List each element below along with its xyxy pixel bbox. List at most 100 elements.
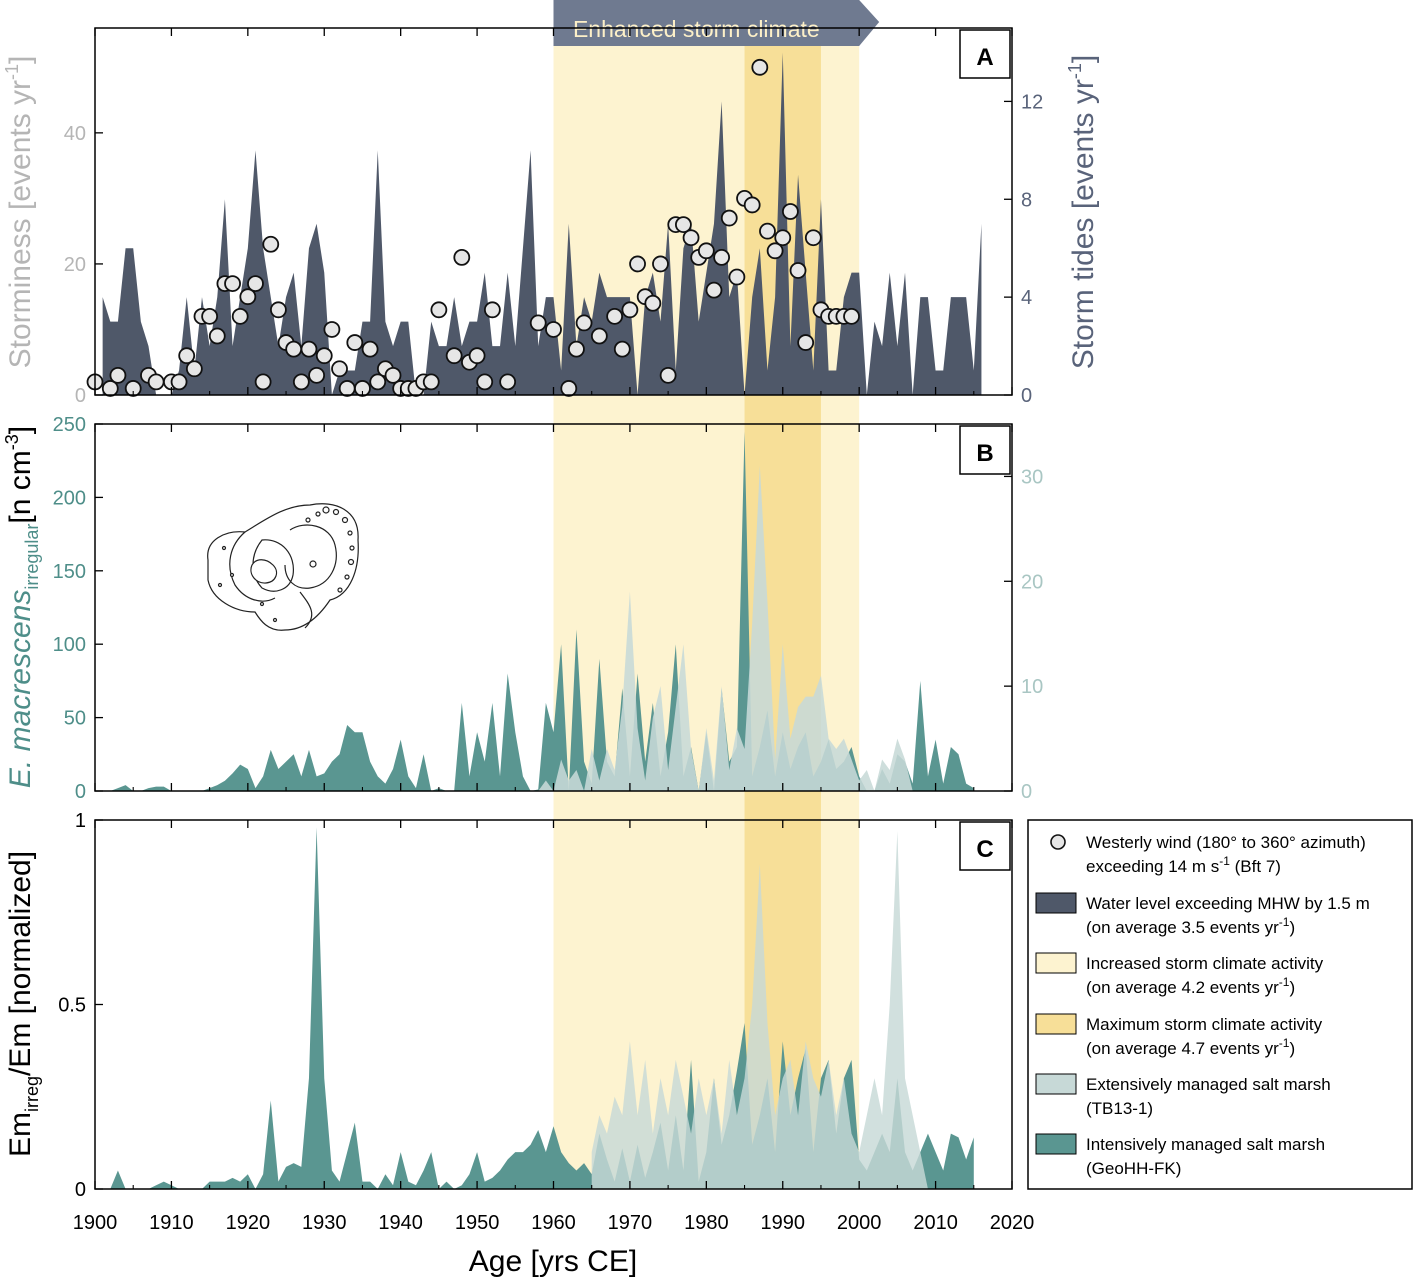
legend-line2-main: (on average 4.7 events yr xyxy=(1086,1039,1279,1058)
legend-marker xyxy=(1050,834,1066,850)
label-sup: -1 xyxy=(2,64,22,80)
wind-point xyxy=(109,366,127,384)
wind-point xyxy=(590,327,608,345)
enhanced-storm-arrow: Enhanced storm climate xyxy=(553,0,880,46)
label-sup-r: -1 xyxy=(1065,63,1085,79)
wind-point xyxy=(652,255,669,273)
storm-tides-area xyxy=(102,52,982,395)
wind-point xyxy=(766,242,784,260)
wind-point xyxy=(659,366,677,384)
wind-point xyxy=(529,314,547,332)
x-tick-label: 1970 xyxy=(608,1212,653,1234)
legend-line2: (GeoHH-FK) xyxy=(1086,1159,1181,1178)
legend-item: Intensively managed salt marsh (GeoHH-FK) xyxy=(1035,1133,1325,1178)
c-extensive-area xyxy=(591,831,928,1189)
legend-line2-sup: -1 xyxy=(1279,915,1290,929)
legend-item: Increased storm climate activity (on aver… xyxy=(1035,952,1324,997)
wind-point xyxy=(675,216,692,234)
a-left-tick-label: 0 xyxy=(75,385,86,407)
label-main: Storminess [events yr xyxy=(4,80,37,368)
legend-line2-end: ) xyxy=(1289,918,1295,937)
legend-item: Water level exceeding MHW by 1.5 m (on av… xyxy=(1035,892,1370,937)
panel-c-left-axis-title: Emirreg/Em [normalized] xyxy=(4,851,42,1157)
legend-frame xyxy=(1027,819,1413,1190)
data-series xyxy=(86,52,982,1189)
wind-point xyxy=(269,301,287,319)
legend-item: Westerly wind (180° to 360° azimuth) exce… xyxy=(1050,833,1366,876)
x-tick-label: 1950 xyxy=(455,1212,500,1234)
a-right-tick-label: 4 xyxy=(1021,287,1032,309)
legend-line1: Water level exceeding MHW by 1.5 m xyxy=(1086,894,1370,913)
panel-a-right-axis-label: E. macrescensStorm tides [events yr-1] xyxy=(1065,55,1100,369)
b-left-tick-label: 200 xyxy=(53,487,86,509)
panel-a-left-axis-label: Storminess [events yr-1] xyxy=(2,56,37,369)
b-right-tick-label: 30 xyxy=(1021,466,1043,488)
wind-point xyxy=(430,301,448,319)
panel-a-left-axis-title: Storminess [events yr-1] xyxy=(2,56,37,369)
b-right-tick-label: 0 xyxy=(1021,781,1032,803)
wind-point xyxy=(789,262,807,279)
legend-line2-main: (TB13-1) xyxy=(1086,1099,1153,1118)
x-tick-label: 1900 xyxy=(73,1212,118,1234)
b-right-tick-label: 20 xyxy=(1021,571,1043,593)
wind-point xyxy=(774,229,792,247)
wind-point xyxy=(285,340,303,358)
wind-point xyxy=(262,235,280,253)
wind-point xyxy=(331,360,348,378)
wind-point xyxy=(568,340,585,358)
wind-point xyxy=(315,347,333,365)
wind-point xyxy=(208,327,226,345)
label-end: [n cm xyxy=(4,450,37,523)
legend-line1: Extensively managed salt marsh xyxy=(1086,1075,1331,1094)
wind-point xyxy=(468,347,486,365)
legend-swatch xyxy=(1035,892,1077,914)
wind-point xyxy=(483,301,501,319)
wind-point xyxy=(445,347,463,365)
legend-line1: Maximum storm climate activity xyxy=(1086,1015,1323,1034)
legend-line1: Increased storm climate activity xyxy=(1086,954,1324,973)
label-species: E. macrescens xyxy=(4,590,37,788)
wind-point xyxy=(705,281,723,299)
label-sub: irregular xyxy=(22,524,42,590)
legend-line2-sup: -1 xyxy=(1279,975,1290,989)
wind-point xyxy=(843,307,860,325)
x-axis-label: Age [yrs CE] xyxy=(469,1245,637,1278)
arrow-shape xyxy=(553,0,880,46)
wind-point xyxy=(201,307,219,325)
x-tick-label: 1960 xyxy=(531,1212,576,1234)
label-close: ] xyxy=(4,426,37,434)
wind-point xyxy=(239,288,257,306)
x-tick-label: 2010 xyxy=(913,1212,958,1234)
legend-line2-main: exceeding 14 m s xyxy=(1086,857,1219,876)
wind-point xyxy=(247,275,264,292)
wind-point xyxy=(621,301,639,319)
wind-point xyxy=(797,334,815,351)
legend-swatch xyxy=(1035,952,1077,974)
wind-point xyxy=(323,321,341,338)
label-sub: irreg xyxy=(22,1076,42,1112)
label-end: /Em [normalized] xyxy=(4,851,37,1076)
wind-point xyxy=(147,373,165,391)
wind-point xyxy=(178,347,196,365)
panel-c-letter-text: C xyxy=(976,836,993,863)
wind-point xyxy=(682,229,700,247)
legend-line1: Westerly wind (180° to 360° azimuth) xyxy=(1086,833,1366,852)
wind-point xyxy=(759,222,776,240)
b-left-tick-label: 100 xyxy=(53,634,86,656)
c-left-tick-label: 0 xyxy=(75,1179,86,1201)
label-end: ] xyxy=(4,56,37,64)
label-sup: -3 xyxy=(2,434,22,450)
legend-line2: (on average 4.2 events yr-1) xyxy=(1086,975,1295,997)
panel-b-left-axis-label: E. macrescensirregular[n cm-3] xyxy=(2,426,42,788)
x-tick-label: 1910 xyxy=(149,1212,194,1234)
label-end-r: ] xyxy=(1067,55,1100,63)
wind-point xyxy=(231,307,249,325)
legend-swatch xyxy=(1035,1073,1077,1095)
legend: Westerly wind (180° to 360° azimuth) exce… xyxy=(1027,819,1413,1190)
wind-point xyxy=(308,366,326,384)
wind-point xyxy=(224,275,241,292)
foraminifera-illustration xyxy=(207,503,359,631)
panel-b-letter-text: B xyxy=(976,440,993,467)
wind-point xyxy=(170,373,188,391)
